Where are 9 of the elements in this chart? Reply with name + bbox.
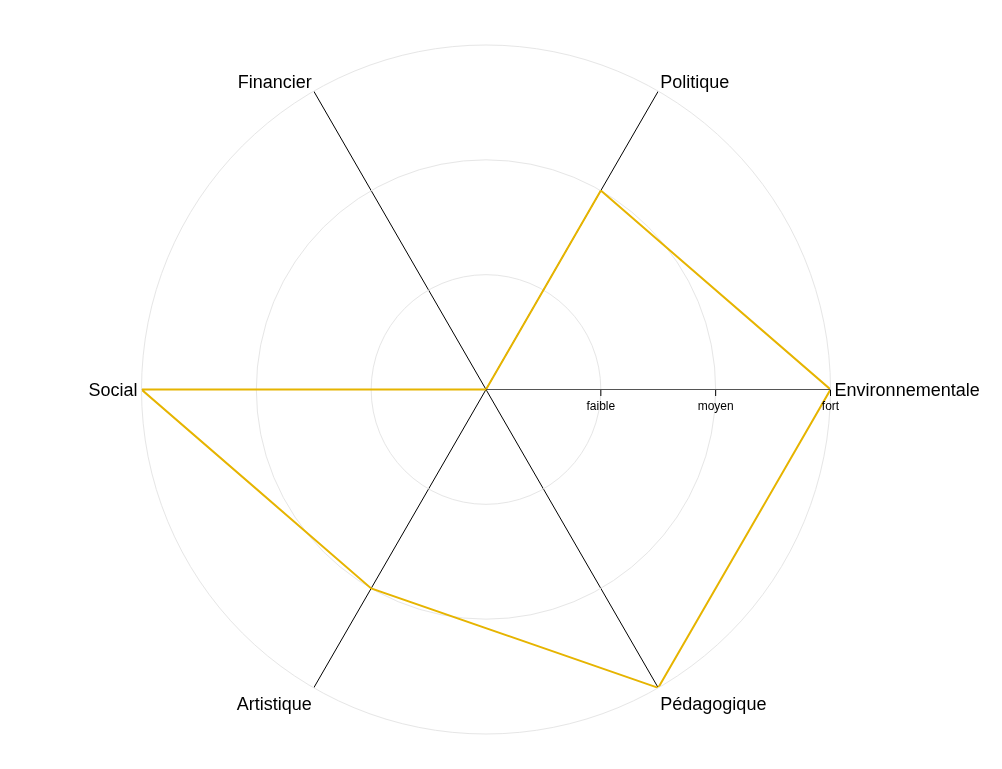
y-tick-label: moyen [697,399,734,414]
spoke-label: Politique [660,71,730,92]
spoke-label: Financier [237,71,312,92]
y-tick-label: fort [821,399,840,414]
spoke-label: Pédagogique [660,694,767,715]
spoke-label: Social [88,379,138,400]
spoke-label: Environnementale [834,379,980,400]
spoke-label: Artistique [236,694,312,715]
y-tick-label: faible [586,399,616,414]
